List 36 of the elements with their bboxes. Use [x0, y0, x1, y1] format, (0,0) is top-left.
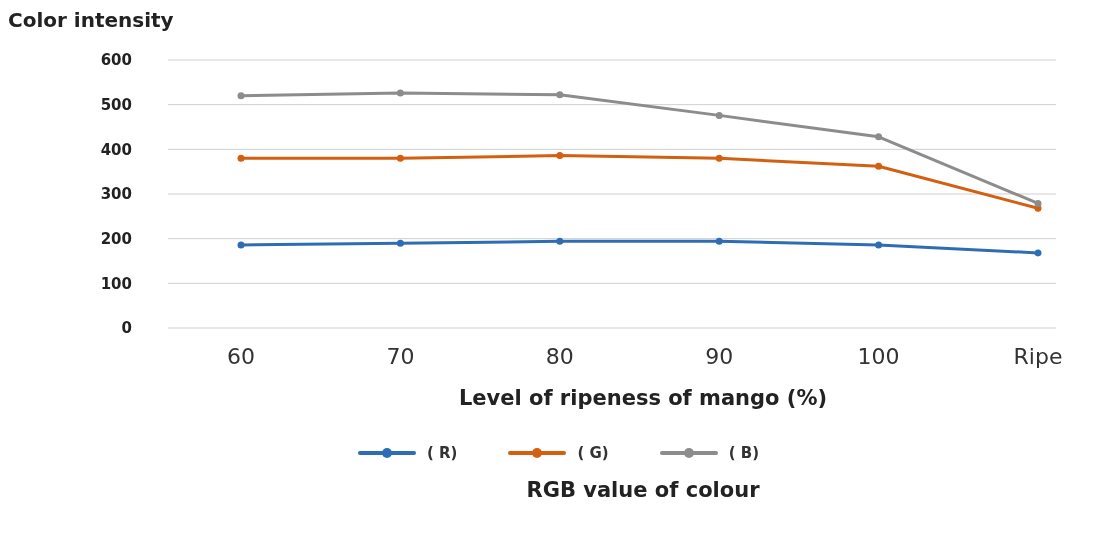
y-tick-label: 100	[100, 274, 132, 293]
point	[875, 133, 883, 141]
point	[715, 154, 723, 162]
x-tick-label: 100	[857, 343, 900, 369]
y-tick-label: 400	[100, 140, 132, 159]
point	[237, 241, 245, 249]
point	[875, 241, 883, 249]
y-tick-label: 200	[100, 229, 132, 248]
y-tick-label: 0	[121, 319, 132, 338]
legend-title: RGB value of colour	[525, 478, 761, 502]
point	[715, 111, 723, 119]
point	[556, 152, 564, 160]
x-tick-label: 80	[545, 343, 574, 369]
point	[237, 92, 245, 100]
x-tick-label: 60	[227, 343, 255, 369]
legend-label: ( G)	[577, 444, 609, 462]
point	[1034, 199, 1042, 207]
y-axis-title: Color intensity	[8, 8, 175, 34]
point	[875, 162, 883, 170]
point	[1034, 249, 1042, 257]
x-axis-title: Level of ripeness of mango (%)	[457, 386, 829, 410]
y-tick-label: 300	[100, 185, 132, 204]
point	[396, 89, 404, 97]
x-tick-label: 70	[386, 343, 415, 369]
point	[715, 237, 723, 245]
legend-label: ( R)	[426, 444, 458, 462]
point	[237, 154, 245, 162]
y-tick-label: 500	[100, 95, 132, 114]
point	[396, 239, 404, 247]
point	[556, 91, 564, 99]
y-tick-label: 600	[100, 51, 132, 70]
x-tick-label: 90	[705, 343, 734, 369]
legend-label: ( B)	[728, 444, 760, 462]
x-tick-label: Ripe	[1013, 343, 1063, 369]
point	[556, 237, 564, 245]
point	[396, 154, 404, 162]
